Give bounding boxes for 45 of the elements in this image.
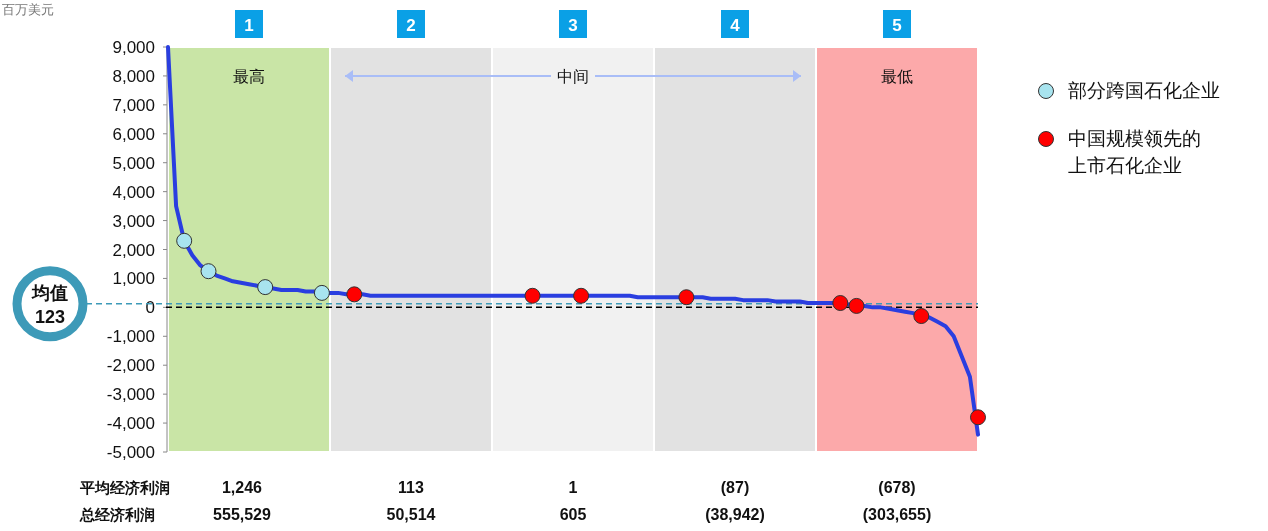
ref-line-label: 均值 123 (31, 282, 68, 327)
y-tick-label: 9,000 (112, 38, 155, 57)
y-tick-label: -5,000 (106, 443, 155, 462)
point (176, 232, 193, 249)
y-tick-label: -4,000 (106, 414, 155, 434)
y-tick-label: 7,000 (112, 95, 155, 115)
point (832, 295, 849, 312)
x-label-box: 1 (235, 10, 263, 38)
y-axis-title: 百万美元 (2, 2, 54, 17)
annotation: 最低 (881, 68, 913, 85)
point (524, 287, 541, 304)
x-tick-label: 1 (244, 16, 254, 35)
y-tick-label: -1,000 (106, 327, 155, 347)
annotations: 平均经济利润 1,246 113 1 (87) (678) 总经济利润 555,529 50,514 605 (38,942) (303,655) (80, 479, 932, 523)
y-tick-label: -2,000 (106, 356, 155, 376)
x-tick-label: 2 (406, 16, 416, 35)
point (313, 284, 330, 301)
y-tick-label: 8,000 (112, 66, 155, 86)
y-tick-label: 0 (145, 298, 155, 318)
y-tick-label: 1,000 (112, 269, 155, 289)
annotation: 中间 (557, 68, 589, 85)
x-tick-label: 4 (730, 16, 741, 35)
legend-label: 中国规模领先的上市石化企业 (1068, 128, 1201, 176)
x-label-box: 4 (721, 10, 749, 38)
point (848, 297, 865, 314)
x-tick-label: 5 (892, 16, 902, 35)
y-tick-label: -3,000 (106, 385, 155, 405)
point (200, 263, 217, 280)
point (970, 409, 986, 426)
legend-label: 部分跨国石化企业 (1068, 80, 1220, 101)
y-tick-label: 3,000 (112, 211, 155, 231)
y-tick-label: 6,000 (112, 124, 155, 144)
x-tick-label: 3 (568, 16, 578, 35)
x-label-box: 3 (559, 10, 587, 38)
annotation: 最高 (233, 68, 265, 85)
x-label-box: 2 (397, 10, 425, 38)
y-tick-label: 2,000 (112, 240, 155, 260)
point (913, 308, 930, 325)
x-label-box: 5 (883, 10, 911, 38)
y-tick-label: 5,000 (112, 153, 155, 173)
point (346, 286, 363, 303)
y-tick-label: 4,000 (112, 182, 155, 202)
point (573, 287, 590, 304)
point (257, 279, 274, 296)
point (678, 289, 695, 306)
